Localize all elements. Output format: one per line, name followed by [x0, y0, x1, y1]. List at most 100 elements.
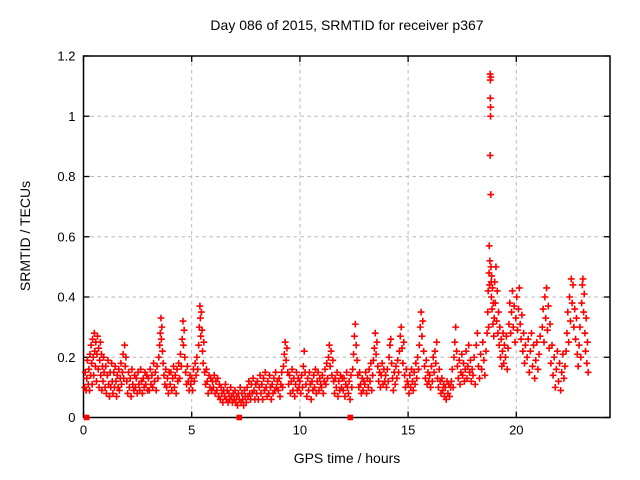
data-point-plus [412, 359, 420, 367]
data-point-plus [128, 365, 136, 373]
x-axis-label: GPS time / hours [293, 450, 401, 466]
data-point-plus [341, 393, 349, 400]
data-point-plus [497, 335, 505, 343]
data-point-plus [227, 383, 235, 391]
data-point-plus [166, 380, 174, 388]
data-point-plus [442, 396, 450, 403]
data-point-plus [554, 347, 561, 355]
data-point-plus [514, 326, 521, 334]
data-point-plus [282, 356, 290, 364]
data-point-plus [479, 338, 487, 346]
data-point-plus [339, 386, 347, 394]
data-point-plus [299, 362, 307, 370]
data-point-plus [154, 374, 162, 382]
data-point-plus [561, 362, 569, 370]
data-point-plus [499, 347, 506, 355]
data-point-plus [370, 356, 377, 364]
data-point-plus [88, 380, 96, 388]
data-point-plus [347, 371, 355, 379]
data-point-plus [264, 377, 272, 385]
data-point-plus [526, 347, 534, 355]
data-point-plus [275, 374, 283, 382]
data-point-plus [388, 359, 396, 367]
data-point-plus [137, 365, 145, 373]
data-point-plus [351, 332, 358, 340]
data-point-plus [197, 332, 205, 340]
data-point-plus [520, 329, 528, 337]
data-point-plus [535, 350, 543, 358]
data-point-plus [534, 365, 542, 373]
data-point-plus [204, 390, 212, 397]
data-point-plus [297, 390, 305, 397]
data-point-plus [159, 347, 166, 355]
data-point-plus [291, 393, 299, 400]
data-point-plus [426, 371, 434, 379]
data-point-plus [487, 112, 494, 120]
data-point-plus [573, 350, 581, 358]
data-point-plus [222, 380, 229, 388]
data-point-plus [307, 396, 315, 403]
data-point-plus [420, 347, 428, 355]
data-point-plus [471, 380, 479, 388]
data-point-plus [541, 293, 549, 301]
data-point-plus [178, 335, 186, 343]
data-point-plus [533, 338, 541, 346]
data-point-plus [259, 396, 267, 403]
data-point-plus [111, 362, 119, 370]
data-point-plus [398, 344, 406, 352]
data-point-plus [190, 377, 198, 385]
data-point-plus [484, 308, 492, 316]
data-point-plus [582, 314, 590, 322]
data-point-plus [370, 344, 378, 352]
data-point-plus [563, 329, 571, 337]
data-point-plus [565, 338, 573, 346]
data-point-plus [331, 390, 338, 397]
data-point-plus [488, 272, 496, 280]
data-point-plus [163, 383, 170, 391]
data-point-plus [261, 368, 269, 376]
data-point-plus [450, 353, 458, 361]
data-point-plus [486, 94, 494, 102]
data-point-plus [325, 353, 332, 361]
data-point-plus [194, 365, 202, 373]
data-point-plus [543, 284, 550, 292]
data-point-plus [454, 362, 461, 370]
data-point-plus [395, 368, 402, 376]
data-point-plus [162, 365, 170, 373]
data-point-plus [556, 359, 563, 367]
data-point-plus [560, 374, 568, 382]
data-point-plus [100, 353, 108, 361]
data-point-plus [310, 371, 318, 379]
y-tick-label: 0.4 [57, 290, 75, 305]
data-point-plus [581, 329, 589, 337]
data-point-plus [417, 308, 425, 316]
data-point-plus [513, 293, 521, 301]
data-point-plus [490, 332, 498, 340]
data-point-plus [460, 359, 467, 367]
chart-title: Day 086 of 2015, SRMTID for receiver p36… [210, 17, 484, 33]
data-point-plus [258, 380, 266, 388]
data-point-plus [524, 335, 532, 343]
data-point-plus [406, 371, 414, 379]
data-point-plus [112, 377, 120, 385]
data-point-plus [156, 329, 164, 337]
data-point-plus [95, 344, 103, 352]
data-point-plus [353, 356, 361, 364]
data-point-plus [504, 344, 512, 352]
data-point-plus [280, 362, 287, 370]
data-point-plus [416, 323, 424, 331]
data-point-plus [551, 383, 559, 391]
data-point-plus [383, 365, 391, 373]
data-point-plus [517, 335, 525, 343]
data-point-plus [433, 338, 441, 346]
y-axis-label: SRMTID / TECUs [17, 180, 33, 292]
data-point-plus [509, 287, 516, 295]
data-point-plus [484, 287, 492, 295]
data-point-plus [385, 353, 393, 361]
data-point-plus [548, 341, 556, 349]
data-point-plus [298, 371, 306, 379]
data-point-plus [351, 320, 359, 328]
data-point-plus [458, 350, 466, 358]
data-point-plus [108, 359, 116, 367]
data-point-plus [138, 390, 146, 397]
